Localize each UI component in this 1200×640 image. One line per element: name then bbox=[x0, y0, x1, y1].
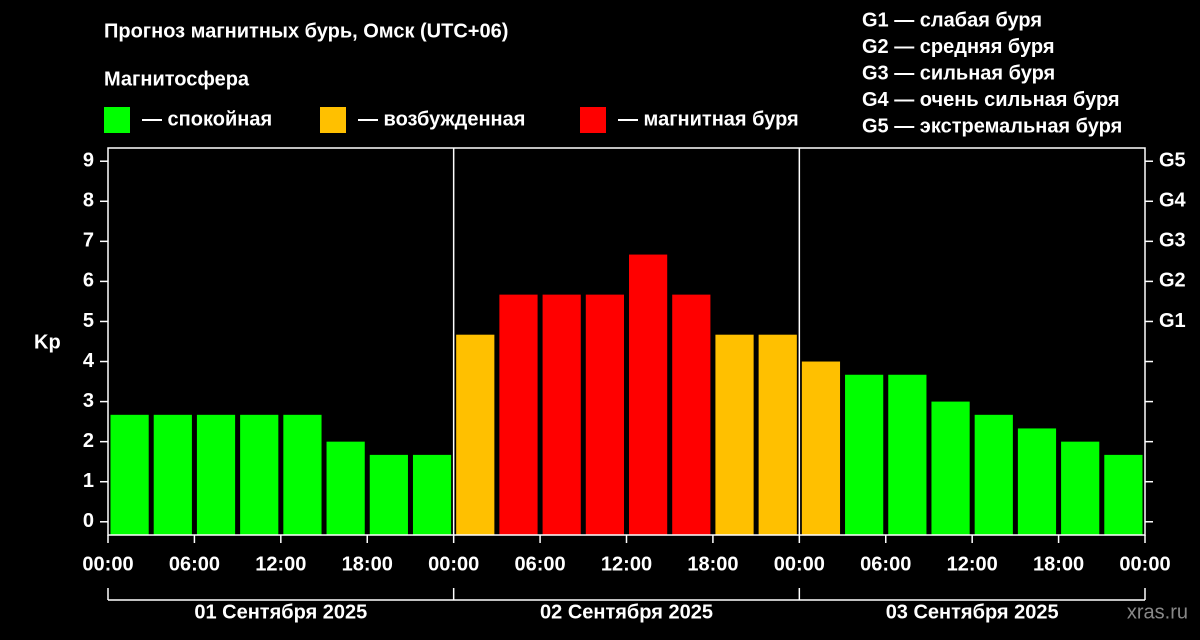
bar bbox=[931, 401, 970, 535]
x-tick-label: 00:00 bbox=[428, 553, 479, 575]
y-tick-label: 5 bbox=[83, 310, 94, 332]
x-tick-label: 00:00 bbox=[1119, 553, 1170, 575]
chart-title: Прогноз магнитных бурь, Омск (UTC+06) bbox=[104, 20, 508, 42]
y-tick-label: 0 bbox=[83, 510, 94, 532]
storm-scale-entry: G2 — средняя буря bbox=[862, 36, 1055, 58]
y2-tick-label: G3 bbox=[1159, 230, 1186, 252]
day-label: 02 Сентября 2025 bbox=[540, 601, 713, 623]
y-tick-label: 8 bbox=[83, 190, 94, 212]
y-tick-label: 2 bbox=[83, 430, 94, 452]
x-tick-label: 18:00 bbox=[687, 553, 738, 575]
bar bbox=[715, 334, 754, 535]
bar bbox=[585, 294, 624, 535]
x-tick-label: 12:00 bbox=[601, 553, 652, 575]
subtitle: Магнитосфера bbox=[104, 68, 250, 90]
watermark: xras.ru bbox=[1127, 601, 1188, 623]
x-tick-label: 18:00 bbox=[1033, 553, 1084, 575]
y2-tick-label: G4 bbox=[1159, 190, 1187, 212]
bar bbox=[1104, 454, 1143, 535]
day-label: 01 Сентября 2025 bbox=[194, 601, 367, 623]
bar bbox=[845, 374, 884, 535]
y2-tick-label: G2 bbox=[1159, 270, 1186, 292]
bar bbox=[499, 294, 538, 535]
x-tick-label: 00:00 bbox=[774, 553, 825, 575]
x-tick-label: 06:00 bbox=[169, 553, 220, 575]
x-tick-label: 06:00 bbox=[860, 553, 911, 575]
x-tick-label: 18:00 bbox=[342, 553, 393, 575]
y-tick-label: 4 bbox=[83, 350, 95, 372]
storm-scale-entry: G1 — слабая буря bbox=[862, 9, 1042, 31]
bar bbox=[153, 414, 192, 535]
y-axis-label: Kp bbox=[34, 331, 61, 353]
y-tick-label: 1 bbox=[83, 470, 94, 492]
bar bbox=[801, 361, 841, 535]
x-tick-label: 06:00 bbox=[515, 553, 566, 575]
bar bbox=[412, 454, 452, 535]
storm-scale-entry: G3 — сильная буря bbox=[862, 62, 1055, 84]
bar bbox=[974, 414, 1013, 535]
x-tick-label: 12:00 bbox=[255, 553, 306, 575]
bar bbox=[672, 294, 711, 535]
bar bbox=[456, 334, 495, 535]
x-tick-label: 12:00 bbox=[947, 553, 998, 575]
bar bbox=[1061, 441, 1100, 535]
y-tick-label: 9 bbox=[83, 150, 94, 172]
legend-label: — возбужденная bbox=[358, 108, 525, 130]
legend-swatch bbox=[580, 107, 606, 133]
bar bbox=[240, 414, 279, 535]
storm-scale-entry: G5 — экстремальная буря bbox=[862, 115, 1122, 137]
legend-label: — спокойная bbox=[142, 108, 272, 130]
bar bbox=[110, 414, 149, 535]
bar bbox=[196, 414, 236, 535]
y2-tick-label: G1 bbox=[1159, 310, 1186, 332]
bar bbox=[758, 334, 797, 535]
y-tick-label: 7 bbox=[83, 230, 94, 252]
legend-swatch bbox=[104, 107, 130, 133]
y2-tick-label: G5 bbox=[1159, 150, 1186, 172]
bar bbox=[326, 441, 365, 535]
bar bbox=[1017, 428, 1057, 535]
legend-swatch bbox=[320, 107, 346, 133]
bar bbox=[629, 254, 668, 535]
y-tick-label: 3 bbox=[83, 390, 94, 412]
bar bbox=[888, 374, 927, 535]
x-tick-label: 00:00 bbox=[82, 553, 133, 575]
y-tick-label: 6 bbox=[83, 270, 94, 292]
legend-label: — магнитная буря bbox=[618, 108, 799, 130]
bar bbox=[369, 454, 408, 535]
storm-scale-entry: G4 — очень сильная буря bbox=[862, 89, 1120, 111]
bar bbox=[283, 414, 322, 535]
bar bbox=[542, 294, 581, 535]
day-label: 03 Сентября 2025 bbox=[886, 601, 1059, 623]
